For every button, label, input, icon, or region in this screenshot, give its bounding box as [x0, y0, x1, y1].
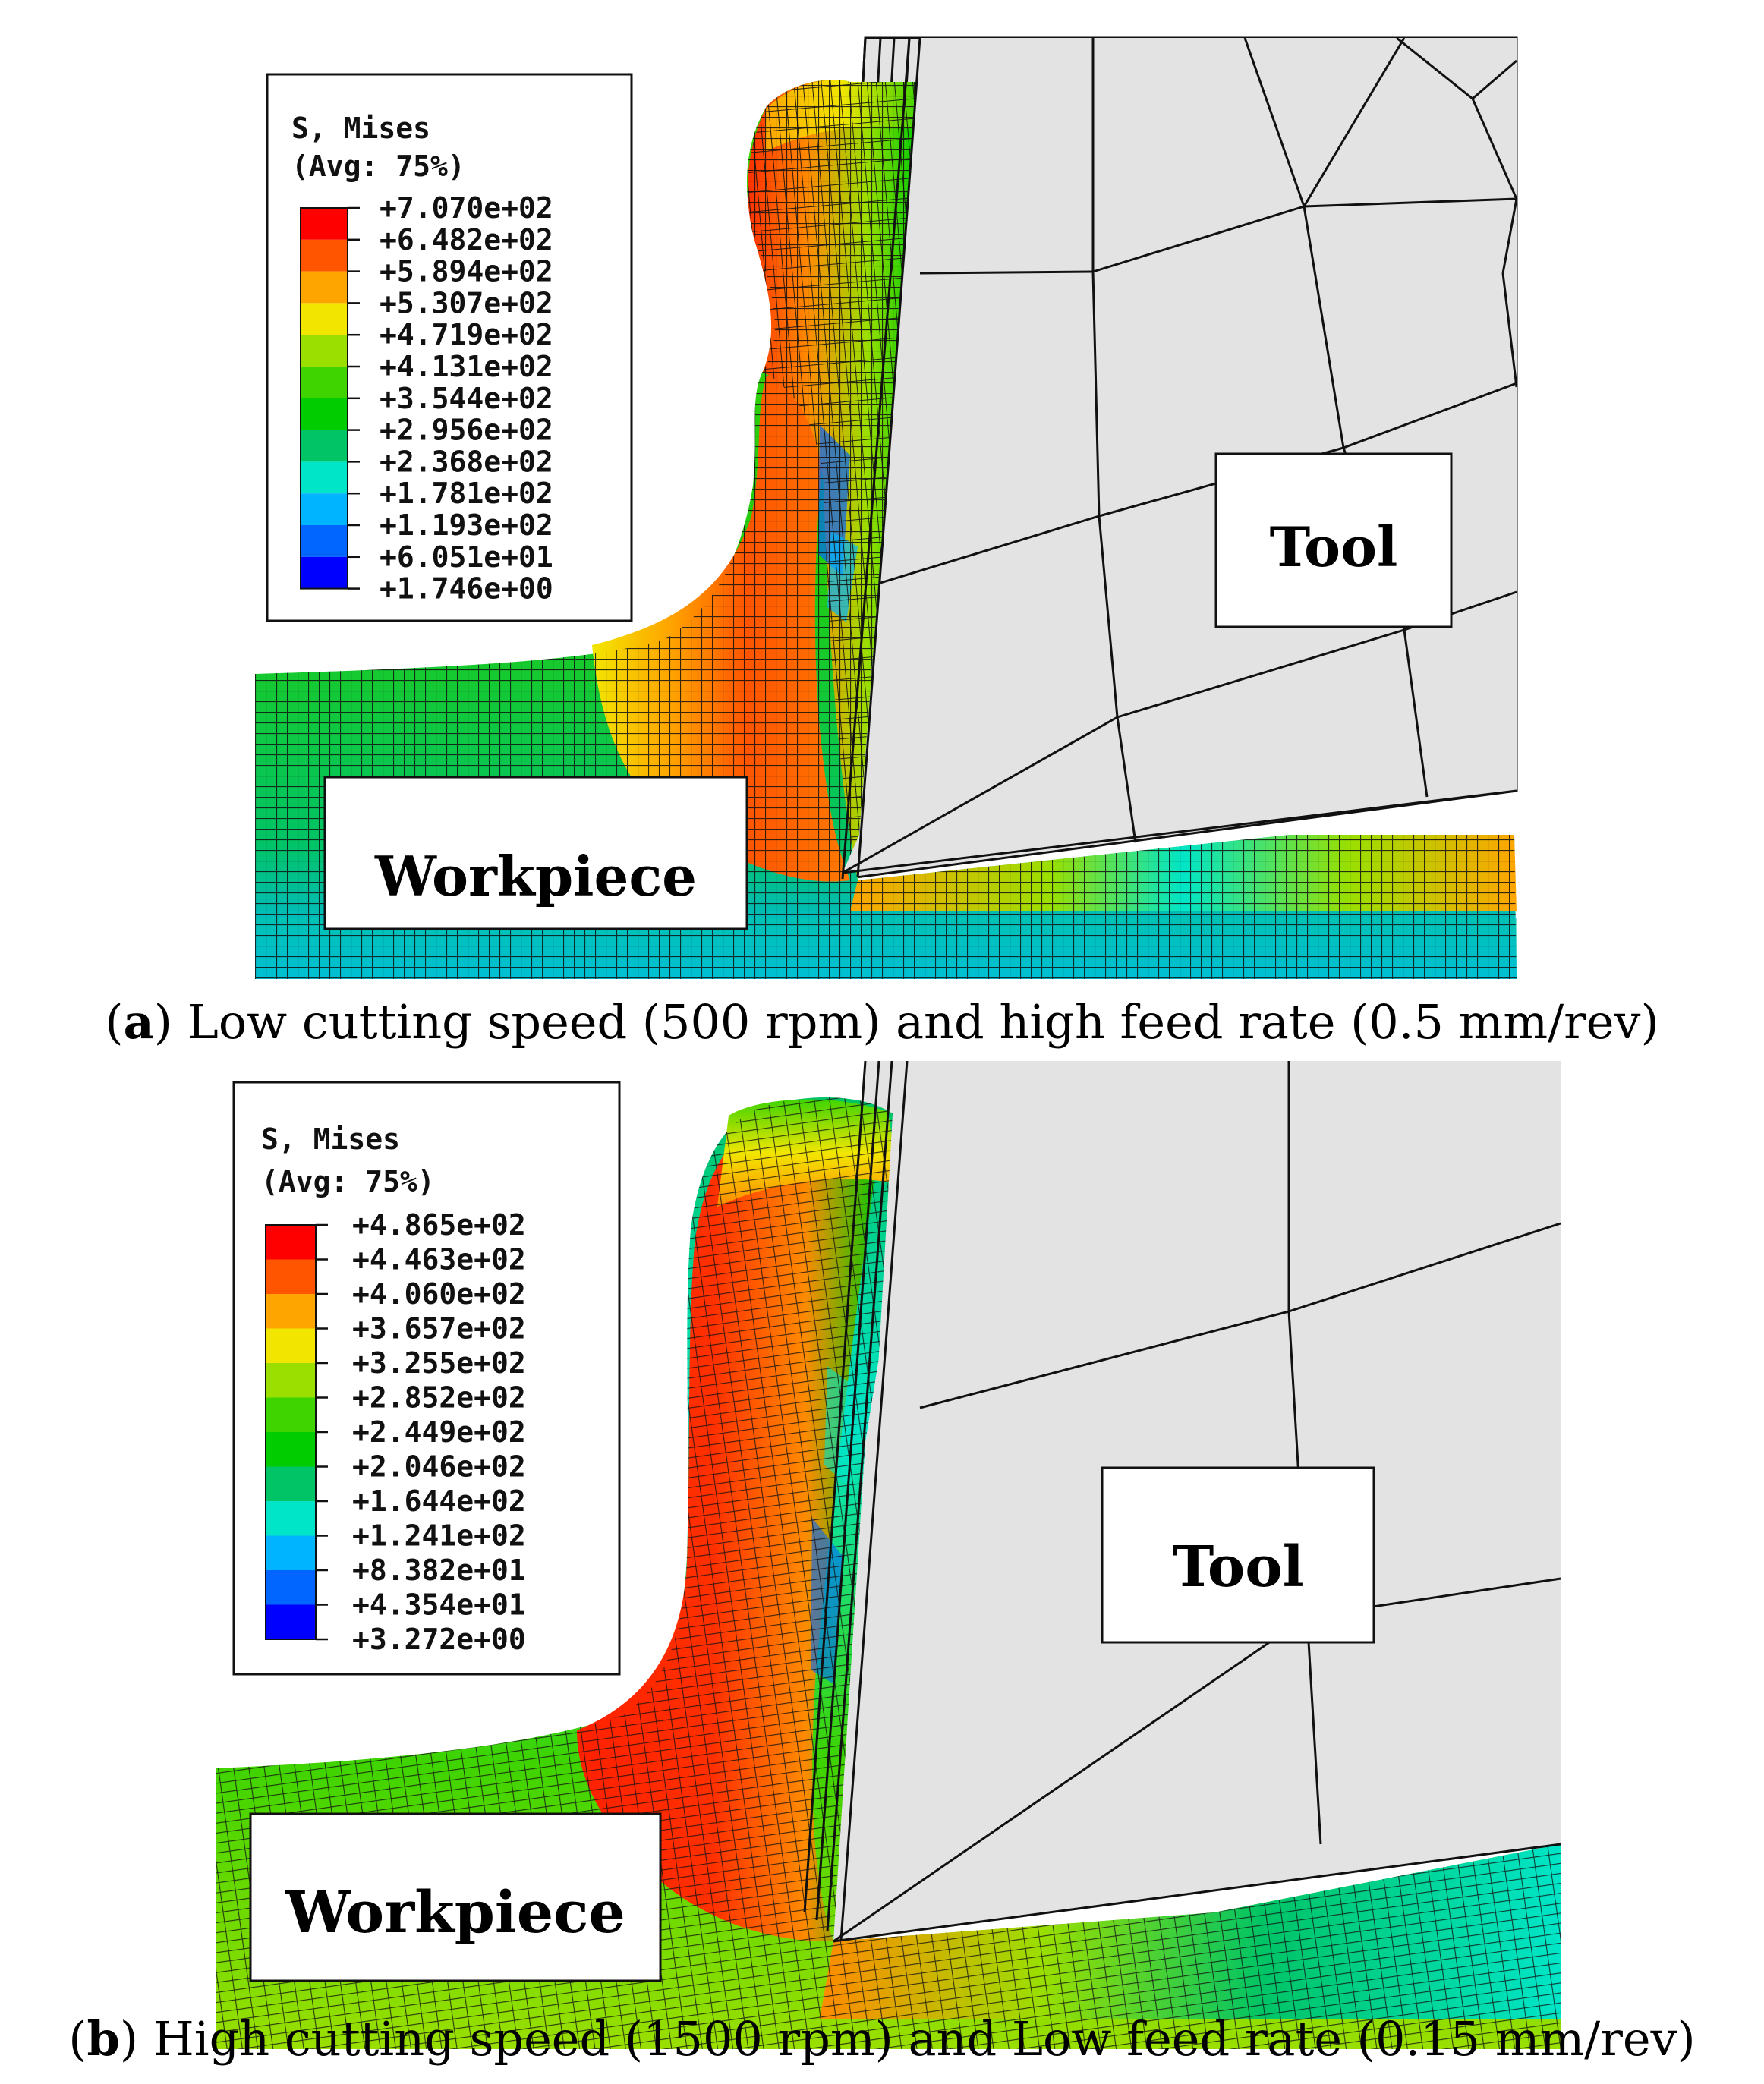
- legend-a: S, Mises (Avg: 75%) +7.070e+02+6.482e+02…: [266, 73, 633, 622]
- legend-b-colorbar-band: [266, 1570, 316, 1605]
- tool-label-box-b: Tool: [1101, 1466, 1375, 1644]
- legend-a-colorbar-band: [301, 303, 348, 335]
- workpiece-label-box-b: Workpiece: [249, 1812, 662, 1982]
- legend-a-title-line2: (Avg: 75%): [291, 150, 465, 183]
- legend-a-colorbar-band: [301, 208, 348, 240]
- legend-a-colorbar-band: [301, 335, 348, 367]
- legend-b-colorbar-band: [266, 1535, 316, 1570]
- tool-label-box-a: Tool: [1214, 452, 1453, 628]
- legend-a-value: +5.307e+02: [380, 286, 553, 320]
- legend-a-value: +1.746e+00: [380, 572, 553, 606]
- legend-b-value: +8.382e+01: [352, 1554, 526, 1587]
- legend-b-value: +4.865e+02: [352, 1208, 526, 1242]
- legend-b-value: +1.644e+02: [352, 1484, 526, 1518]
- panel-b: S, Mises (Avg: 75%) +4.865e+02+4.463e+02…: [68, 1060, 1696, 2067]
- legend-b-colorbar-band: [266, 1501, 316, 1536]
- legend-a-colorbar-band: [301, 430, 348, 462]
- legend-b-colorbar-band: [266, 1432, 316, 1467]
- legend-b-colorbar-band: [266, 1328, 316, 1363]
- legend-a-colorbar-band: [301, 271, 348, 304]
- tool-label-b: Tool: [1172, 1535, 1303, 1600]
- legend-b-value: +3.255e+02: [352, 1346, 526, 1380]
- legend-b-title-line2: (Avg: 75%): [261, 1165, 435, 1198]
- legend-b-colorbar: [265, 1224, 317, 1640]
- legend-b-value: +4.354e+01: [352, 1588, 526, 1622]
- workpiece-b: [216, 1097, 1561, 2049]
- panel-a: S, Mises (Avg: 75%) +7.070e+02+6.482e+02…: [105, 36, 1659, 1050]
- legend-b-value: +2.449e+02: [352, 1415, 526, 1449]
- legend-b-colorbar-band: [266, 1259, 316, 1294]
- legend-a-value: +1.193e+02: [380, 508, 553, 542]
- legend-b-value: +2.852e+02: [352, 1381, 526, 1415]
- legend-a-value: +2.956e+02: [380, 414, 553, 447]
- workpiece-label-box-a: Workpiece: [323, 776, 748, 930]
- caption-a: (a) Low cutting speed (500 rpm) and high…: [105, 994, 1658, 1050]
- legend-b-value: +3.657e+02: [352, 1312, 526, 1346]
- legend-b-values: +4.865e+02+4.463e+02+4.060e+02+3.657e+02…: [316, 1208, 526, 1656]
- legend-a-colorbar-band: [301, 398, 348, 430]
- caption-a-letter: a: [124, 994, 154, 1050]
- legend-a-values: +7.070e+02+6.482e+02+5.894e+02+5.307e+02…: [348, 191, 553, 606]
- legend-a-value: +1.781e+02: [380, 477, 553, 510]
- legend-b: S, Mises (Avg: 75%) +4.865e+02+4.463e+02…: [232, 1081, 621, 1676]
- tool-label-a: Tool: [1270, 515, 1398, 579]
- caption-b-text: High cutting speed (1500 rpm) and Low fe…: [138, 2011, 1696, 2067]
- workpiece-label-b: Workpiece: [285, 1878, 625, 1946]
- legend-a-value: +2.368e+02: [380, 445, 553, 478]
- legend-b-value: +1.241e+02: [352, 1519, 526, 1553]
- caption-b: (b) High cutting speed (1500 rpm) and Lo…: [68, 2011, 1696, 2067]
- legend-a-value: +7.070e+02: [380, 191, 553, 225]
- legend-b-value: +3.272e+00: [352, 1623, 526, 1656]
- legend-b-colorbar-band: [266, 1604, 316, 1639]
- legend-a-colorbar-band: [301, 556, 348, 589]
- legend-a-value: +3.544e+02: [380, 382, 553, 415]
- legend-b-colorbar-band: [266, 1363, 316, 1398]
- legend-a-colorbar-band: [301, 461, 348, 494]
- legend-a-value: +4.719e+02: [380, 318, 553, 351]
- legend-b-value: +4.463e+02: [352, 1243, 526, 1277]
- caption-b-letter: b: [87, 2011, 119, 2067]
- legend-a-title-line1: S, Mises: [291, 112, 430, 145]
- legend-b-value: +4.060e+02: [352, 1277, 526, 1311]
- legend-b-value: +2.046e+02: [352, 1450, 526, 1484]
- legend-a-colorbar-band: [301, 367, 348, 398]
- legend-b-colorbar-band: [266, 1397, 316, 1432]
- legend-a-colorbar-band: [301, 239, 348, 272]
- legend-a-colorbar-band: [301, 493, 348, 525]
- legend-a-value: +4.131e+02: [380, 350, 553, 383]
- caption-a-text: Low cutting speed (500 rpm) and high fee…: [172, 994, 1659, 1050]
- legend-b-colorbar-band: [266, 1294, 316, 1329]
- legend-b-title-line1: S, Mises: [261, 1122, 400, 1156]
- workpiece-label-a: Workpiece: [374, 844, 697, 908]
- legend-a-colorbar: [300, 207, 348, 590]
- tool-a-overlay: [841, 36, 1518, 880]
- legend-a-value: +6.482e+02: [380, 223, 553, 257]
- legend-a-colorbar-band: [301, 525, 348, 557]
- legend-b-colorbar-band: [266, 1466, 316, 1501]
- legend-b-colorbar-band: [266, 1225, 316, 1260]
- legend-a-value: +6.051e+01: [380, 540, 553, 574]
- legend-a-value: +5.894e+02: [380, 255, 553, 288]
